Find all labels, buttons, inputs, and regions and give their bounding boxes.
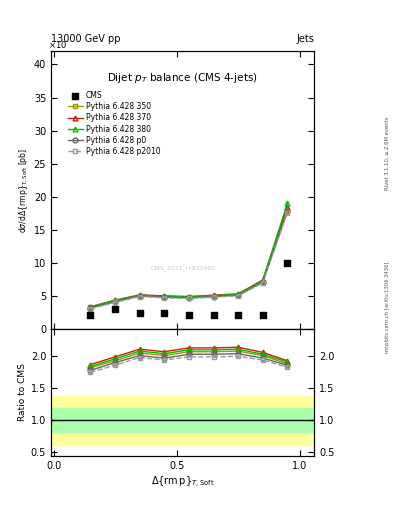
Pythia 6.428 350 xyxy=(261,279,265,285)
Pythia 6.428 p2010 xyxy=(137,293,142,300)
Text: CMS_2021_I1932460: CMS_2021_I1932460 xyxy=(150,265,215,271)
Y-axis label: Ratio to CMS: Ratio to CMS xyxy=(18,364,27,421)
X-axis label: $\Delta\{\mathrm{rm\,p}\}_{T,\mathrm{Soft}}$: $\Delta\{\mathrm{rm\,p}\}_{T,\mathrm{Sof… xyxy=(151,475,215,490)
Pythia 6.428 370 xyxy=(187,293,191,300)
Y-axis label: $\mathrm{d}\sigma/\mathrm{d}\Delta\{\mathrm{rm\,p}\}_{T,\mathrm{Soft}}$ [pb]: $\mathrm{d}\sigma/\mathrm{d}\Delta\{\mat… xyxy=(17,148,29,233)
Pythia 6.428 380 xyxy=(236,291,241,297)
Pythia 6.428 380 xyxy=(187,294,191,300)
Pythia 6.428 p0 xyxy=(113,298,118,305)
Pythia 6.428 380 xyxy=(285,200,290,206)
Bar xyxy=(51,396,314,445)
Line: Pythia 6.428 p2010: Pythia 6.428 p2010 xyxy=(88,210,290,311)
Line: Pythia 6.428 350: Pythia 6.428 350 xyxy=(88,208,290,310)
Pythia 6.428 p2010 xyxy=(211,294,216,300)
Bar xyxy=(51,408,314,432)
Pythia 6.428 p2010 xyxy=(162,295,167,301)
Pythia 6.428 380 xyxy=(261,278,265,284)
Pythia 6.428 370 xyxy=(285,204,290,210)
Legend: CMS, Pythia 6.428 350, Pythia 6.428 370, Pythia 6.428 380, Pythia 6.428 p0, Pyth: CMS, Pythia 6.428 350, Pythia 6.428 370,… xyxy=(66,89,162,158)
CMS xyxy=(260,311,266,319)
Pythia 6.428 350 xyxy=(113,298,118,305)
Line: Pythia 6.428 370: Pythia 6.428 370 xyxy=(88,204,290,309)
CMS xyxy=(112,305,118,313)
Pythia 6.428 350 xyxy=(88,304,93,310)
Pythia 6.428 370 xyxy=(162,293,167,299)
Pythia 6.428 p2010 xyxy=(113,300,118,306)
Pythia 6.428 370 xyxy=(88,304,93,310)
Pythia 6.428 p2010 xyxy=(285,210,290,216)
Pythia 6.428 380 xyxy=(137,292,142,298)
Pythia 6.428 p0 xyxy=(162,294,167,300)
CMS xyxy=(186,311,192,319)
Pythia 6.428 p0 xyxy=(137,293,142,299)
Pythia 6.428 p0 xyxy=(236,292,241,298)
Pythia 6.428 p2010 xyxy=(88,306,93,312)
Pythia 6.428 380 xyxy=(113,297,118,304)
Pythia 6.428 370 xyxy=(236,291,241,297)
Text: Jets: Jets xyxy=(297,33,314,44)
Pythia 6.428 370 xyxy=(113,297,118,303)
Pythia 6.428 p2010 xyxy=(236,293,241,299)
Pythia 6.428 p0 xyxy=(88,305,93,311)
Text: $\times 10$: $\times 10$ xyxy=(48,39,68,50)
Pythia 6.428 p0 xyxy=(187,295,191,301)
Pythia 6.428 p2010 xyxy=(187,295,191,302)
Pythia 6.428 350 xyxy=(187,294,191,301)
Pythia 6.428 380 xyxy=(88,304,93,310)
Pythia 6.428 350 xyxy=(211,293,216,299)
Pythia 6.428 350 xyxy=(137,292,142,298)
Text: mcplots.cern.ch [arXiv:1306.3436]: mcplots.cern.ch [arXiv:1306.3436] xyxy=(385,262,389,353)
Line: Pythia 6.428 380: Pythia 6.428 380 xyxy=(88,201,290,310)
Text: Rivet 3.1.10, ≥ 2.6M events: Rivet 3.1.10, ≥ 2.6M events xyxy=(385,117,389,190)
CMS xyxy=(235,311,241,319)
Pythia 6.428 p2010 xyxy=(261,280,265,286)
Pythia 6.428 370 xyxy=(261,277,265,283)
Pythia 6.428 350 xyxy=(285,207,290,213)
Pythia 6.428 350 xyxy=(236,292,241,298)
CMS xyxy=(161,309,167,317)
Pythia 6.428 380 xyxy=(211,292,216,298)
CMS xyxy=(87,311,94,319)
CMS xyxy=(210,311,217,319)
Pythia 6.428 p0 xyxy=(211,293,216,300)
Line: Pythia 6.428 p0: Pythia 6.428 p0 xyxy=(88,209,290,310)
Pythia 6.428 370 xyxy=(211,292,216,298)
Text: 13000 GeV pp: 13000 GeV pp xyxy=(51,33,121,44)
CMS xyxy=(284,259,290,267)
Pythia 6.428 p0 xyxy=(261,279,265,285)
Text: Dijet $p_T$ balance (CMS 4-jets): Dijet $p_T$ balance (CMS 4-jets) xyxy=(107,71,258,84)
Pythia 6.428 380 xyxy=(162,293,167,300)
CMS xyxy=(136,309,143,317)
Pythia 6.428 370 xyxy=(137,292,142,298)
Pythia 6.428 350 xyxy=(162,294,167,300)
Pythia 6.428 p0 xyxy=(285,208,290,215)
